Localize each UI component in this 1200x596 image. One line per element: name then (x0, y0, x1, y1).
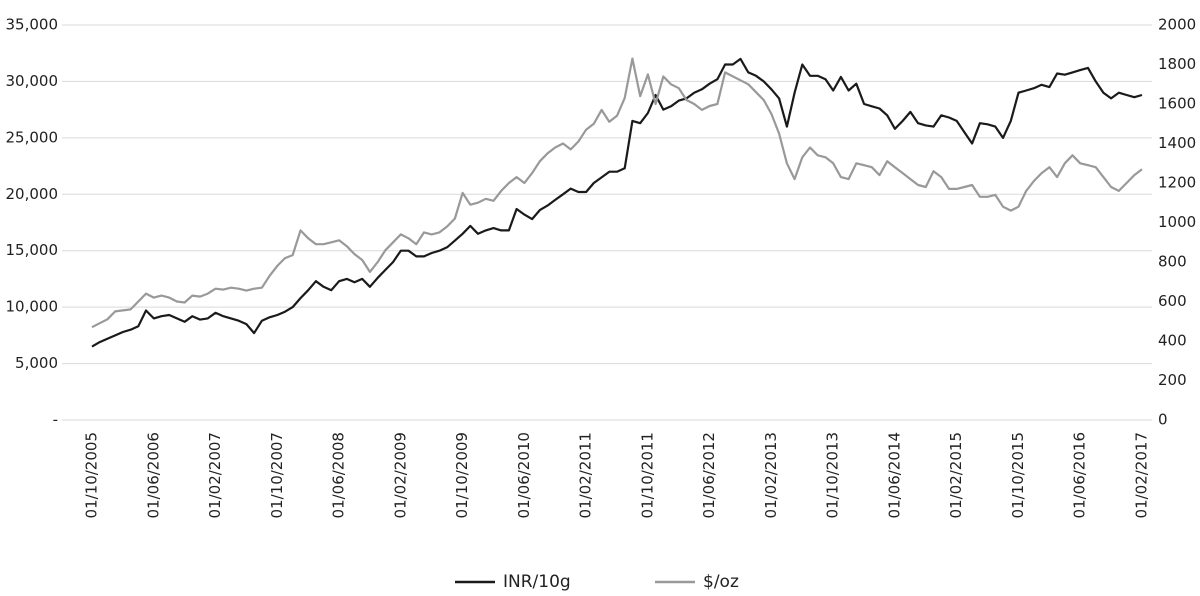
y2-tick-label: 2000 (1158, 16, 1196, 34)
y-tick-label: 35,000 (6, 16, 59, 34)
x-tick-label: 01/06/2006 (144, 432, 162, 518)
series-line (91, 57, 1143, 329)
y-tick-label: 20,000 (6, 185, 59, 203)
y-tick-label: 25,000 (6, 128, 59, 146)
x-tick-label: 01/10/2015 (1009, 432, 1027, 518)
y2-tick-label: 400 (1158, 332, 1187, 350)
x-tick-label: 01/06/2008 (330, 432, 348, 518)
y2-tick-label: 1600 (1158, 95, 1196, 113)
x-tick-label: 01/02/2009 (391, 432, 409, 518)
y-tick-label: 15,000 (6, 241, 59, 259)
x-tick-label: 01/06/2016 (1071, 432, 1089, 518)
y-tick-label: 5,000 (15, 354, 58, 372)
y2-tick-label: 1200 (1158, 174, 1196, 192)
x-tick-label: 01/10/2011 (638, 432, 656, 518)
x-tick-label: 01/10/2009 (453, 432, 471, 518)
x-tick-label: 01/10/2005 (83, 432, 101, 518)
x-tick-label: 01/02/2015 (947, 432, 965, 518)
y-tick-label: - (53, 411, 58, 429)
x-tick-label: 01/06/2010 (515, 432, 533, 518)
series-line (91, 57, 1143, 348)
x-tick-label: 01/06/2012 (700, 432, 718, 518)
y2-tick-label: 0 (1158, 411, 1168, 429)
legend-label: INR/10g (503, 572, 571, 592)
x-tick-label: 01/06/2014 (885, 432, 903, 518)
x-tick-label: 01/02/2017 (1133, 432, 1151, 518)
y2-tick-label: 1800 (1158, 55, 1196, 73)
x-tick-label: 01/10/2007 (268, 432, 286, 518)
x-tick-label: 01/02/2011 (577, 432, 595, 518)
y2-tick-label: 1000 (1158, 213, 1196, 231)
y2-tick-label: 600 (1158, 292, 1187, 310)
y2-tick-label: 200 (1158, 371, 1187, 389)
x-tick-label: 01/10/2013 (824, 432, 842, 518)
y-tick-label: 10,000 (6, 298, 59, 316)
x-tick-label: 01/02/2013 (762, 432, 780, 518)
legend-label: $/oz (703, 572, 739, 592)
x-tick-label: 01/02/2007 (206, 432, 224, 518)
y-tick-label: 30,000 (6, 72, 59, 90)
y2-tick-label: 800 (1158, 253, 1187, 271)
y2-tick-label: 1400 (1158, 134, 1196, 152)
